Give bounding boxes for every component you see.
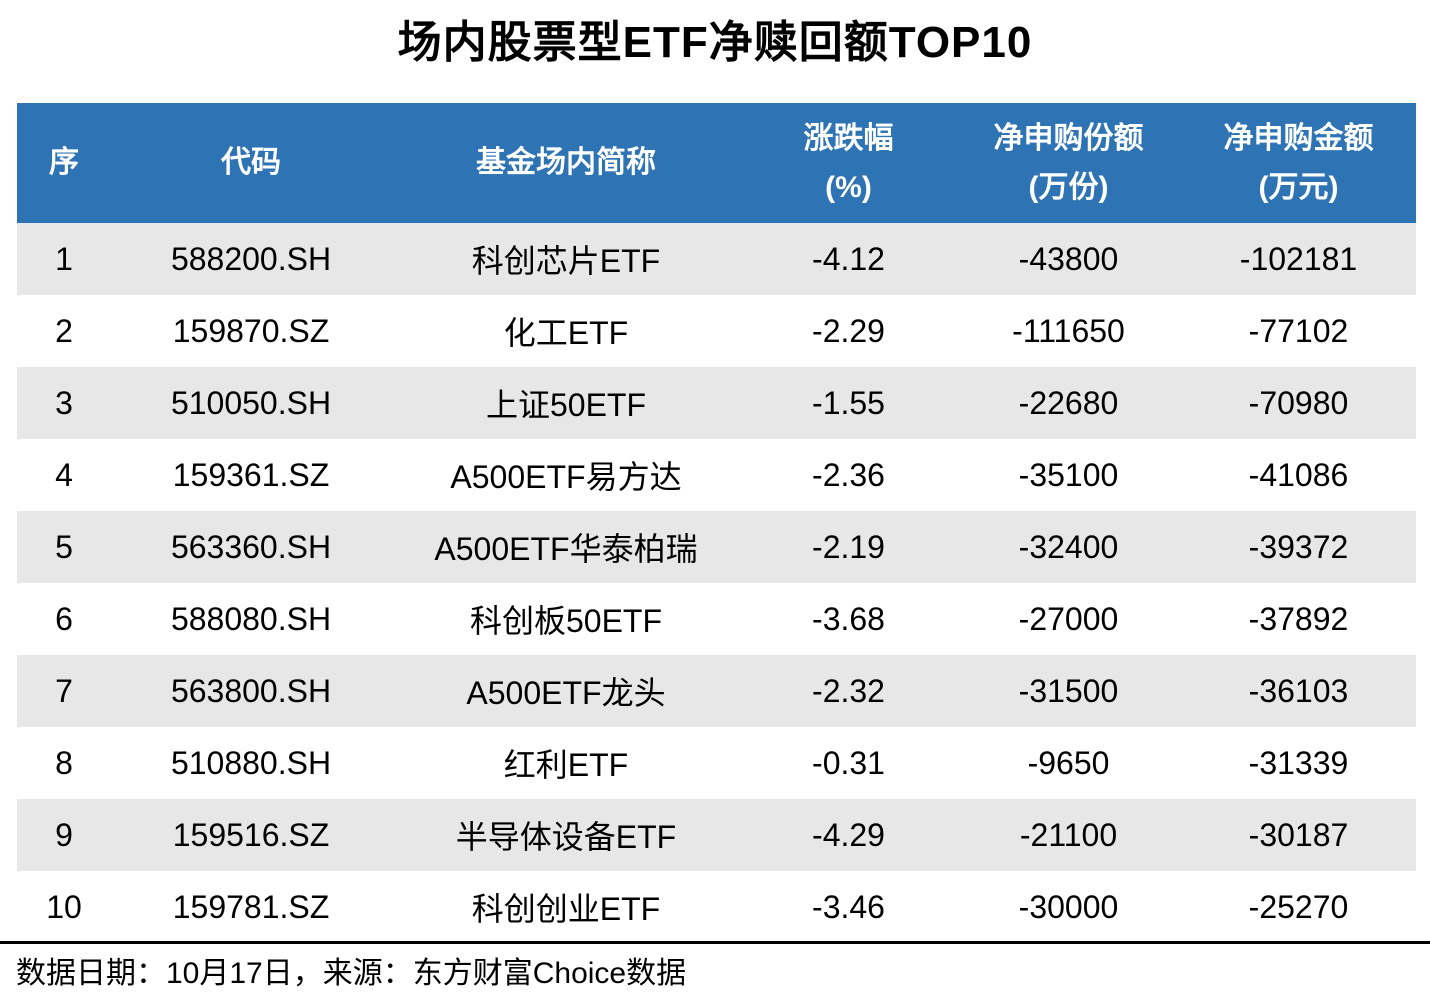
header-cell-line: (%) xyxy=(825,171,872,204)
table-cell-rank: 10 xyxy=(46,888,82,925)
header-cell-line: 净申购份额 xyxy=(993,121,1144,155)
header-cell-4: 净申购份额 (万份) xyxy=(956,103,1181,223)
header-cell-line: 涨跌幅 xyxy=(803,121,894,155)
table-row: 9 159516.SZ 半导体设备ETF -4.29 -21100 -30187 xyxy=(17,799,1416,871)
table-cell-rank: 1 xyxy=(55,240,73,277)
table-cell-net-shares: -32400 xyxy=(1018,528,1119,565)
table-cell-rank: 9 xyxy=(55,816,73,853)
table-cell-rank: 2 xyxy=(55,312,73,349)
table-cell-fund-name: A500ETF华泰柏瑞 xyxy=(434,531,698,567)
table-row: 6 588080.SH 科创板50ETF -3.68 -27000 -37892 xyxy=(17,583,1416,655)
table-cell-net-amount: -39372 xyxy=(1248,528,1349,565)
table-cell-rank: 4 xyxy=(55,456,73,493)
table-cell-code: 563360.SH xyxy=(170,528,332,565)
header-cell-line: (万份) xyxy=(1028,171,1109,204)
table-cell-code: 159870.SZ xyxy=(172,312,330,349)
table-cell-net-shares: -30000 xyxy=(1018,888,1119,925)
table-cell-net-shares: -27000 xyxy=(1018,600,1119,637)
table-cell-rank: 5 xyxy=(55,528,73,565)
table-cell-change-pct: -3.68 xyxy=(812,600,885,637)
table-cell-net-shares: -31500 xyxy=(1018,672,1119,709)
table-cell-rank: 7 xyxy=(55,672,73,709)
table-cell-net-shares: -43800 xyxy=(1018,240,1119,277)
table-row: 8 510880.SH 红利ETF -0.31 -9650 -31339 xyxy=(17,727,1416,799)
table-cell-net-amount: -102181 xyxy=(1239,240,1358,277)
table-cell-net-shares: -21100 xyxy=(1019,816,1118,853)
header-cell-2: 基金场内简称 xyxy=(391,103,741,223)
table-cell-fund-name: 科创板50ETF xyxy=(469,603,663,639)
table-cell-change-pct: -4.29 xyxy=(812,816,885,853)
table-cell-code: 510050.SH xyxy=(170,384,332,421)
header-cell-0: 序 xyxy=(17,103,111,223)
table-cell-fund-name: 半导体设备ETF xyxy=(455,819,677,855)
etf-net-redemption-table: 序 代码 基金场内简称 涨跌幅 (%) 净申购份额 (万份) 净申购金额 (万元) 1 58820… xyxy=(17,103,1416,943)
table-cell-code: 588080.SH xyxy=(170,600,332,637)
table-cell-net-amount: -30187 xyxy=(1248,816,1349,853)
table-cell-fund-name: 化工ETF xyxy=(503,315,629,351)
table-cell-fund-name: 红利ETF xyxy=(503,747,629,783)
header-cell-line: (万元) xyxy=(1258,171,1339,204)
table-cell-net-amount: -36103 xyxy=(1248,672,1349,709)
header-cell-line: 代码 xyxy=(221,146,281,180)
table-cell-change-pct: -4.12 xyxy=(812,240,885,277)
header-cell-1: 代码 xyxy=(111,103,391,223)
table-cell-net-shares: -35100 xyxy=(1018,456,1119,493)
table-cell-rank: 6 xyxy=(55,600,73,637)
table-cell-code: 588200.SH xyxy=(170,240,332,277)
table-cell-code: 510880.SH xyxy=(170,744,332,781)
header-cell-5: 净申购金额 (万元) xyxy=(1181,103,1416,223)
table-row: 1 588200.SH 科创芯片ETF -4.12 -43800 -102181 xyxy=(17,223,1416,295)
table-cell-fund-name: A500ETF龙头 xyxy=(466,675,666,711)
table-cell-change-pct: -2.19 xyxy=(812,528,885,565)
header-cell-3: 涨跌幅 (%) xyxy=(741,103,956,223)
table-cell-fund-name: A500ETF易方达 xyxy=(450,459,682,495)
table-cell-change-pct: -1.55 xyxy=(812,384,885,421)
table-cell-net-amount: -25270 xyxy=(1248,888,1349,925)
table-cell-code: 159516.SZ xyxy=(172,816,330,853)
table-row: 3 510050.SH 上证50ETF -1.55 -22680 -70980 xyxy=(17,367,1416,439)
table-row: 4 159361.SZ A500ETF易方达 -2.36 -35100 -41086 xyxy=(17,439,1416,511)
page-title: 场内股票型ETF净赎回额TOP10 xyxy=(397,18,1033,67)
table-cell-fund-name: 科创芯片ETF xyxy=(471,243,661,279)
data-source-note: 数据日期：10月17日，来源：东方财富Choice数据 xyxy=(16,957,687,990)
table-cell-net-amount: -77102 xyxy=(1248,312,1349,349)
table-cell-net-shares: -111650 xyxy=(1012,312,1125,349)
footer-divider-line xyxy=(0,941,1430,944)
table-row: 7 563800.SH A500ETF龙头 -2.32 -31500 -36103 xyxy=(17,655,1416,727)
table-cell-rank: 8 xyxy=(55,744,73,781)
table-row: 10 159781.SZ 科创创业ETF -3.46 -30000 -25270 xyxy=(17,871,1416,943)
table-row: 2 159870.SZ 化工ETF -2.29 -111650 -77102 xyxy=(17,295,1416,367)
header-cell-line: 基金场内简称 xyxy=(476,146,656,180)
table-cell-change-pct: -3.46 xyxy=(812,888,885,925)
table-cell-change-pct: -2.36 xyxy=(812,456,885,493)
header-cell-line: 净申购金额 xyxy=(1223,121,1374,155)
table-cell-net-shares: -9650 xyxy=(1027,744,1110,781)
table-cell-change-pct: -2.32 xyxy=(812,672,885,709)
table-cell-fund-name: 上证50ETF xyxy=(485,387,647,423)
table-cell-code: 563800.SH xyxy=(170,672,332,709)
table-cell-change-pct: -2.29 xyxy=(812,312,885,349)
header-cell-line: 序 xyxy=(49,146,79,180)
table-cell-rank: 3 xyxy=(55,384,73,421)
table-cell-fund-name: 科创创业ETF xyxy=(471,891,661,927)
table-cell-net-shares: -22680 xyxy=(1018,384,1119,421)
table-cell-code: 159361.SZ xyxy=(172,456,330,493)
table-cell-net-amount: -37892 xyxy=(1248,600,1349,637)
table-cell-code: 159781.SZ xyxy=(172,888,330,925)
table-body: 1 588200.SH 科创芯片ETF -4.12 -43800 -102181 2 1598… xyxy=(17,223,1416,943)
table-row: 5 563360.SH A500ETF华泰柏瑞 -2.19 -32400 -39372 xyxy=(17,511,1416,583)
table-cell-net-amount: -70980 xyxy=(1248,384,1349,421)
table-cell-net-amount: -31339 xyxy=(1248,744,1349,781)
table-cell-change-pct: -0.31 xyxy=(812,744,885,781)
table-cell-net-amount: -41086 xyxy=(1248,456,1349,493)
table-header-row: 序 代码 基金场内简称 涨跌幅 (%) 净申购份额 (万份) 净申购金额 (万元) xyxy=(17,103,1416,223)
